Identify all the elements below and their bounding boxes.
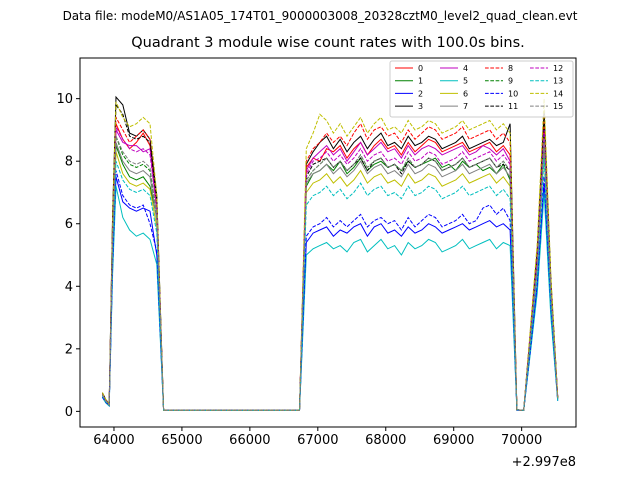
series-line-7 — [101, 142, 559, 411]
series-line-13 — [101, 158, 559, 411]
series-line-4 — [101, 128, 559, 411]
series-line-15 — [101, 136, 559, 411]
x-tick-label: 66000 — [229, 433, 270, 448]
legend-label-14: 14 — [553, 89, 563, 98]
x-tick-label: 64000 — [93, 433, 134, 448]
legend-label-0: 0 — [418, 64, 423, 73]
series-line-0 — [101, 123, 559, 411]
series-line-5 — [101, 186, 559, 411]
series-line-14 — [101, 98, 559, 411]
y-tick-label: 0 — [65, 405, 73, 420]
y-axis: 0 2 4 6 8 10 — [56, 92, 80, 420]
legend-label-3: 3 — [418, 102, 423, 111]
y-tick-label: 4 — [65, 280, 73, 295]
legend-label-8: 8 — [508, 64, 513, 73]
series-line-6 — [101, 151, 559, 411]
figure-suptitle: Data file: modeM0/AS1A05_174T01_90000030… — [62, 9, 578, 23]
y-tick-label: 10 — [56, 92, 73, 107]
series-line-9 — [101, 136, 559, 411]
legend-label-9: 9 — [508, 77, 513, 86]
series-line-10 — [101, 170, 559, 411]
x-axis: 64000 65000 66000 67000 68000 69000 70000 — [93, 427, 542, 448]
series-line-1 — [101, 139, 559, 411]
x-tick-label: 69000 — [433, 433, 474, 448]
x-tick-label: 67000 — [297, 433, 338, 448]
legend-label-2: 2 — [418, 89, 423, 98]
x-tick-label: 65000 — [161, 433, 202, 448]
series-line-3 — [101, 95, 559, 411]
x-tick-label: 70000 — [501, 433, 542, 448]
series-line-12 — [101, 124, 559, 411]
series-line-8 — [101, 115, 559, 411]
chart-title: Quadrant 3 module wise count rates with … — [131, 35, 525, 51]
legend-label-4: 4 — [463, 64, 468, 73]
legend-label-1: 1 — [418, 77, 423, 86]
legend-label-12: 12 — [553, 64, 563, 73]
series-line-2 — [101, 176, 559, 411]
x-offset-label: +2.997e8 — [512, 455, 576, 470]
legend-label-10: 10 — [508, 89, 518, 98]
legend-label-15: 15 — [553, 102, 563, 111]
y-tick-label: 6 — [65, 217, 73, 232]
legend-label-11: 11 — [508, 102, 518, 111]
legend-frame — [389, 60, 574, 118]
x-tick-label: 68000 — [365, 433, 406, 448]
plot-frame — [79, 57, 577, 428]
legend-label-6: 6 — [463, 89, 468, 98]
legend-label-7: 7 — [463, 102, 468, 111]
y-tick-label: 8 — [65, 155, 73, 170]
y-tick-label: 2 — [65, 342, 73, 357]
series-group — [101, 95, 559, 411]
legend-label-13: 13 — [553, 77, 563, 86]
legend-label-5: 5 — [463, 77, 468, 86]
